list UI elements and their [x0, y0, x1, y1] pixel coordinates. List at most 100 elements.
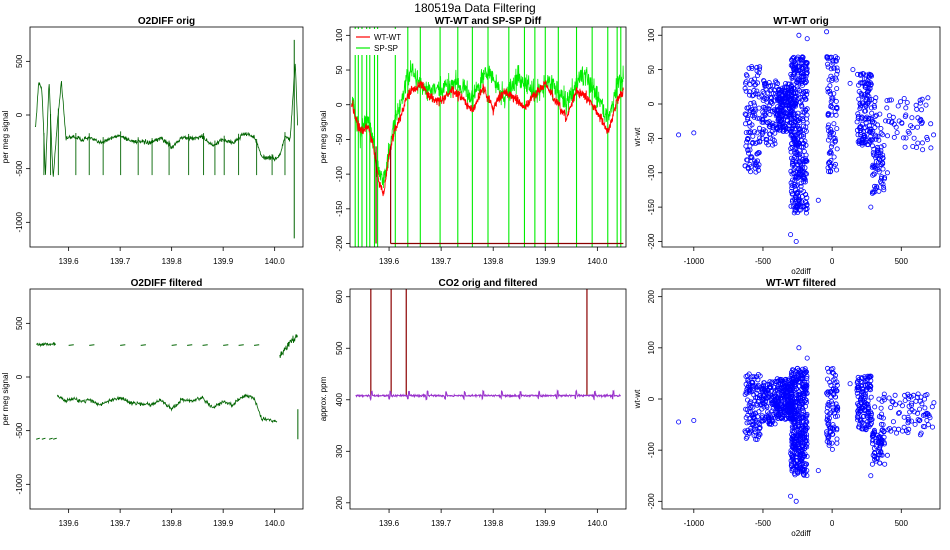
- y-tick-label: 600: [335, 290, 344, 304]
- scatter-point: [794, 407, 800, 413]
- scatter-point: [744, 390, 750, 396]
- y-tick-label: 200: [335, 496, 344, 510]
- scatter-point: [755, 164, 761, 170]
- legend-label-sp-sp: SP-SP: [374, 44, 398, 53]
- scatter-point: [834, 427, 840, 433]
- scatter-point: [871, 183, 877, 189]
- scatter-point: [783, 383, 789, 389]
- scatter-point: [873, 95, 879, 101]
- chart-wtwt-filtered: WT-WT filtered -1000 -500 0 500 200 100 0 -100 -2…: [633, 278, 941, 538]
- scatter-point: [762, 388, 768, 394]
- scatter-point: [878, 421, 884, 427]
- scatter-point: [802, 370, 808, 376]
- series-line-o2diff-filtered: [56, 393, 278, 424]
- x-tick-label: 139.6: [59, 519, 80, 528]
- scatter-point: [804, 70, 810, 76]
- scatter-point: [792, 207, 798, 213]
- scatter-point: [877, 111, 883, 117]
- scatter-point: [855, 111, 861, 117]
- scatter-point: [897, 400, 903, 406]
- scatter-point: [747, 130, 753, 136]
- scatter-point: [910, 143, 916, 149]
- y-tick-label: -1000: [15, 212, 24, 233]
- scatter-point: [767, 124, 773, 130]
- x-tick-label: 140.0: [587, 257, 608, 266]
- y-tick-label: 100: [647, 28, 656, 42]
- scatter-point: [909, 400, 915, 406]
- scatter-point: [757, 116, 763, 122]
- scatter-point: [877, 460, 883, 466]
- scatter-point: [803, 200, 809, 206]
- scatter-point: [834, 106, 840, 112]
- scatter-point: [757, 426, 763, 432]
- scatter-point-outlier: [788, 493, 794, 499]
- scatter-point: [878, 452, 884, 458]
- scatter-point: [783, 93, 789, 99]
- scatter-point: [919, 140, 925, 146]
- scatter-point: [769, 99, 775, 105]
- scatter-point: [854, 385, 860, 391]
- scatter-point-outlier: [676, 419, 682, 425]
- scatter-point: [795, 118, 801, 124]
- scatter-point: [882, 461, 888, 467]
- scatter-point: [802, 109, 808, 115]
- scatter-point: [855, 132, 861, 138]
- scatter-point: [893, 430, 899, 436]
- scatter-point: [858, 104, 864, 110]
- scatter-point: [749, 383, 755, 389]
- y-tick-label: 0: [15, 374, 24, 379]
- scatter-point: [832, 75, 838, 81]
- scatter-point: [759, 93, 765, 99]
- scatter-point: [799, 386, 805, 392]
- scatter-point: [873, 159, 879, 165]
- scatter-point-outlier: [804, 355, 810, 361]
- scatter-point-outlier: [691, 130, 697, 136]
- scatter-point: [862, 425, 868, 431]
- scatter-point: [764, 119, 770, 125]
- scatter-point: [800, 144, 806, 150]
- o2diff-filtered-upper-dash: [140, 344, 146, 346]
- o2diff-filtered-upper-dash: [89, 344, 95, 346]
- scatter-point: [829, 446, 835, 452]
- scatter-point: [913, 398, 919, 404]
- scatter-point: [880, 437, 886, 443]
- scatter-point: [794, 463, 800, 469]
- scatter-point: [761, 386, 767, 392]
- scatter-point: [803, 192, 809, 198]
- scatter-point: [803, 207, 809, 213]
- scatter-point: [865, 405, 871, 411]
- scatter-point: [899, 403, 905, 409]
- scatter-point: [778, 416, 784, 422]
- scatter-point: [826, 128, 832, 134]
- scatter-point: [782, 113, 788, 119]
- scatter-point: [764, 414, 770, 420]
- scatter-point: [929, 404, 935, 410]
- scatter-point: [871, 445, 877, 451]
- scatter-point: [829, 95, 835, 101]
- scatter-point: [788, 188, 794, 194]
- scatter-point: [866, 424, 872, 430]
- scatter-point: [788, 62, 794, 68]
- x-tick-label: -500: [755, 519, 772, 528]
- scatter-point: [878, 161, 884, 167]
- scatter-point: [800, 382, 806, 388]
- scatter-point: [804, 453, 810, 459]
- y-tick-label: -500: [15, 422, 24, 439]
- scatter-point: [918, 118, 924, 124]
- scatter-point: [767, 420, 773, 426]
- scatter-point: [872, 456, 878, 462]
- scatter-point: [788, 85, 794, 91]
- scatter-point: [879, 411, 885, 417]
- scatter-point: [886, 425, 892, 431]
- scatter-point: [917, 100, 923, 106]
- scatter-point: [901, 96, 907, 102]
- scatter-point: [879, 398, 885, 404]
- scatter-point: [876, 452, 882, 458]
- scatter-point: [867, 72, 873, 78]
- scatter-point: [747, 89, 753, 95]
- y-tick-label: 50: [647, 65, 656, 74]
- scatter-point: [789, 394, 795, 400]
- scatter-point: [804, 89, 810, 95]
- scatter-point: [801, 94, 807, 100]
- scatter-point: [827, 134, 833, 140]
